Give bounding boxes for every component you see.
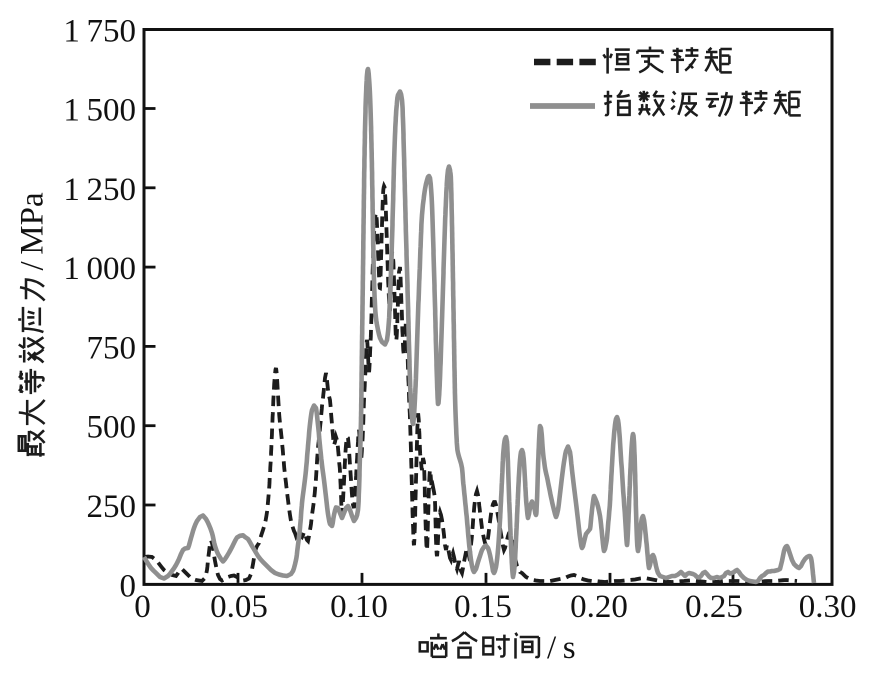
svg-text:1 500: 1 500: [63, 93, 136, 129]
svg-text:250: 250: [87, 489, 137, 525]
svg-text:/ MPa: / MPa: [15, 192, 51, 270]
svg-text:0.05: 0.05: [210, 589, 268, 625]
svg-text:0.20: 0.20: [570, 589, 628, 625]
svg-text:500: 500: [87, 410, 137, 446]
svg-text:1 750: 1 750: [63, 14, 136, 50]
svg-text:0: 0: [134, 589, 151, 625]
svg-text:1 000: 1 000: [63, 251, 136, 287]
svg-text:0.10: 0.10: [330, 589, 388, 625]
svg-text:/ s: / s: [547, 630, 576, 666]
svg-text:0.25: 0.25: [685, 589, 743, 625]
svg-text:0.30: 0.30: [799, 589, 857, 625]
svg-text:750: 750: [87, 330, 137, 366]
svg-text:0: 0: [120, 568, 137, 604]
svg-text:0.15: 0.15: [454, 589, 512, 625]
svg-text:1 250: 1 250: [63, 172, 136, 208]
